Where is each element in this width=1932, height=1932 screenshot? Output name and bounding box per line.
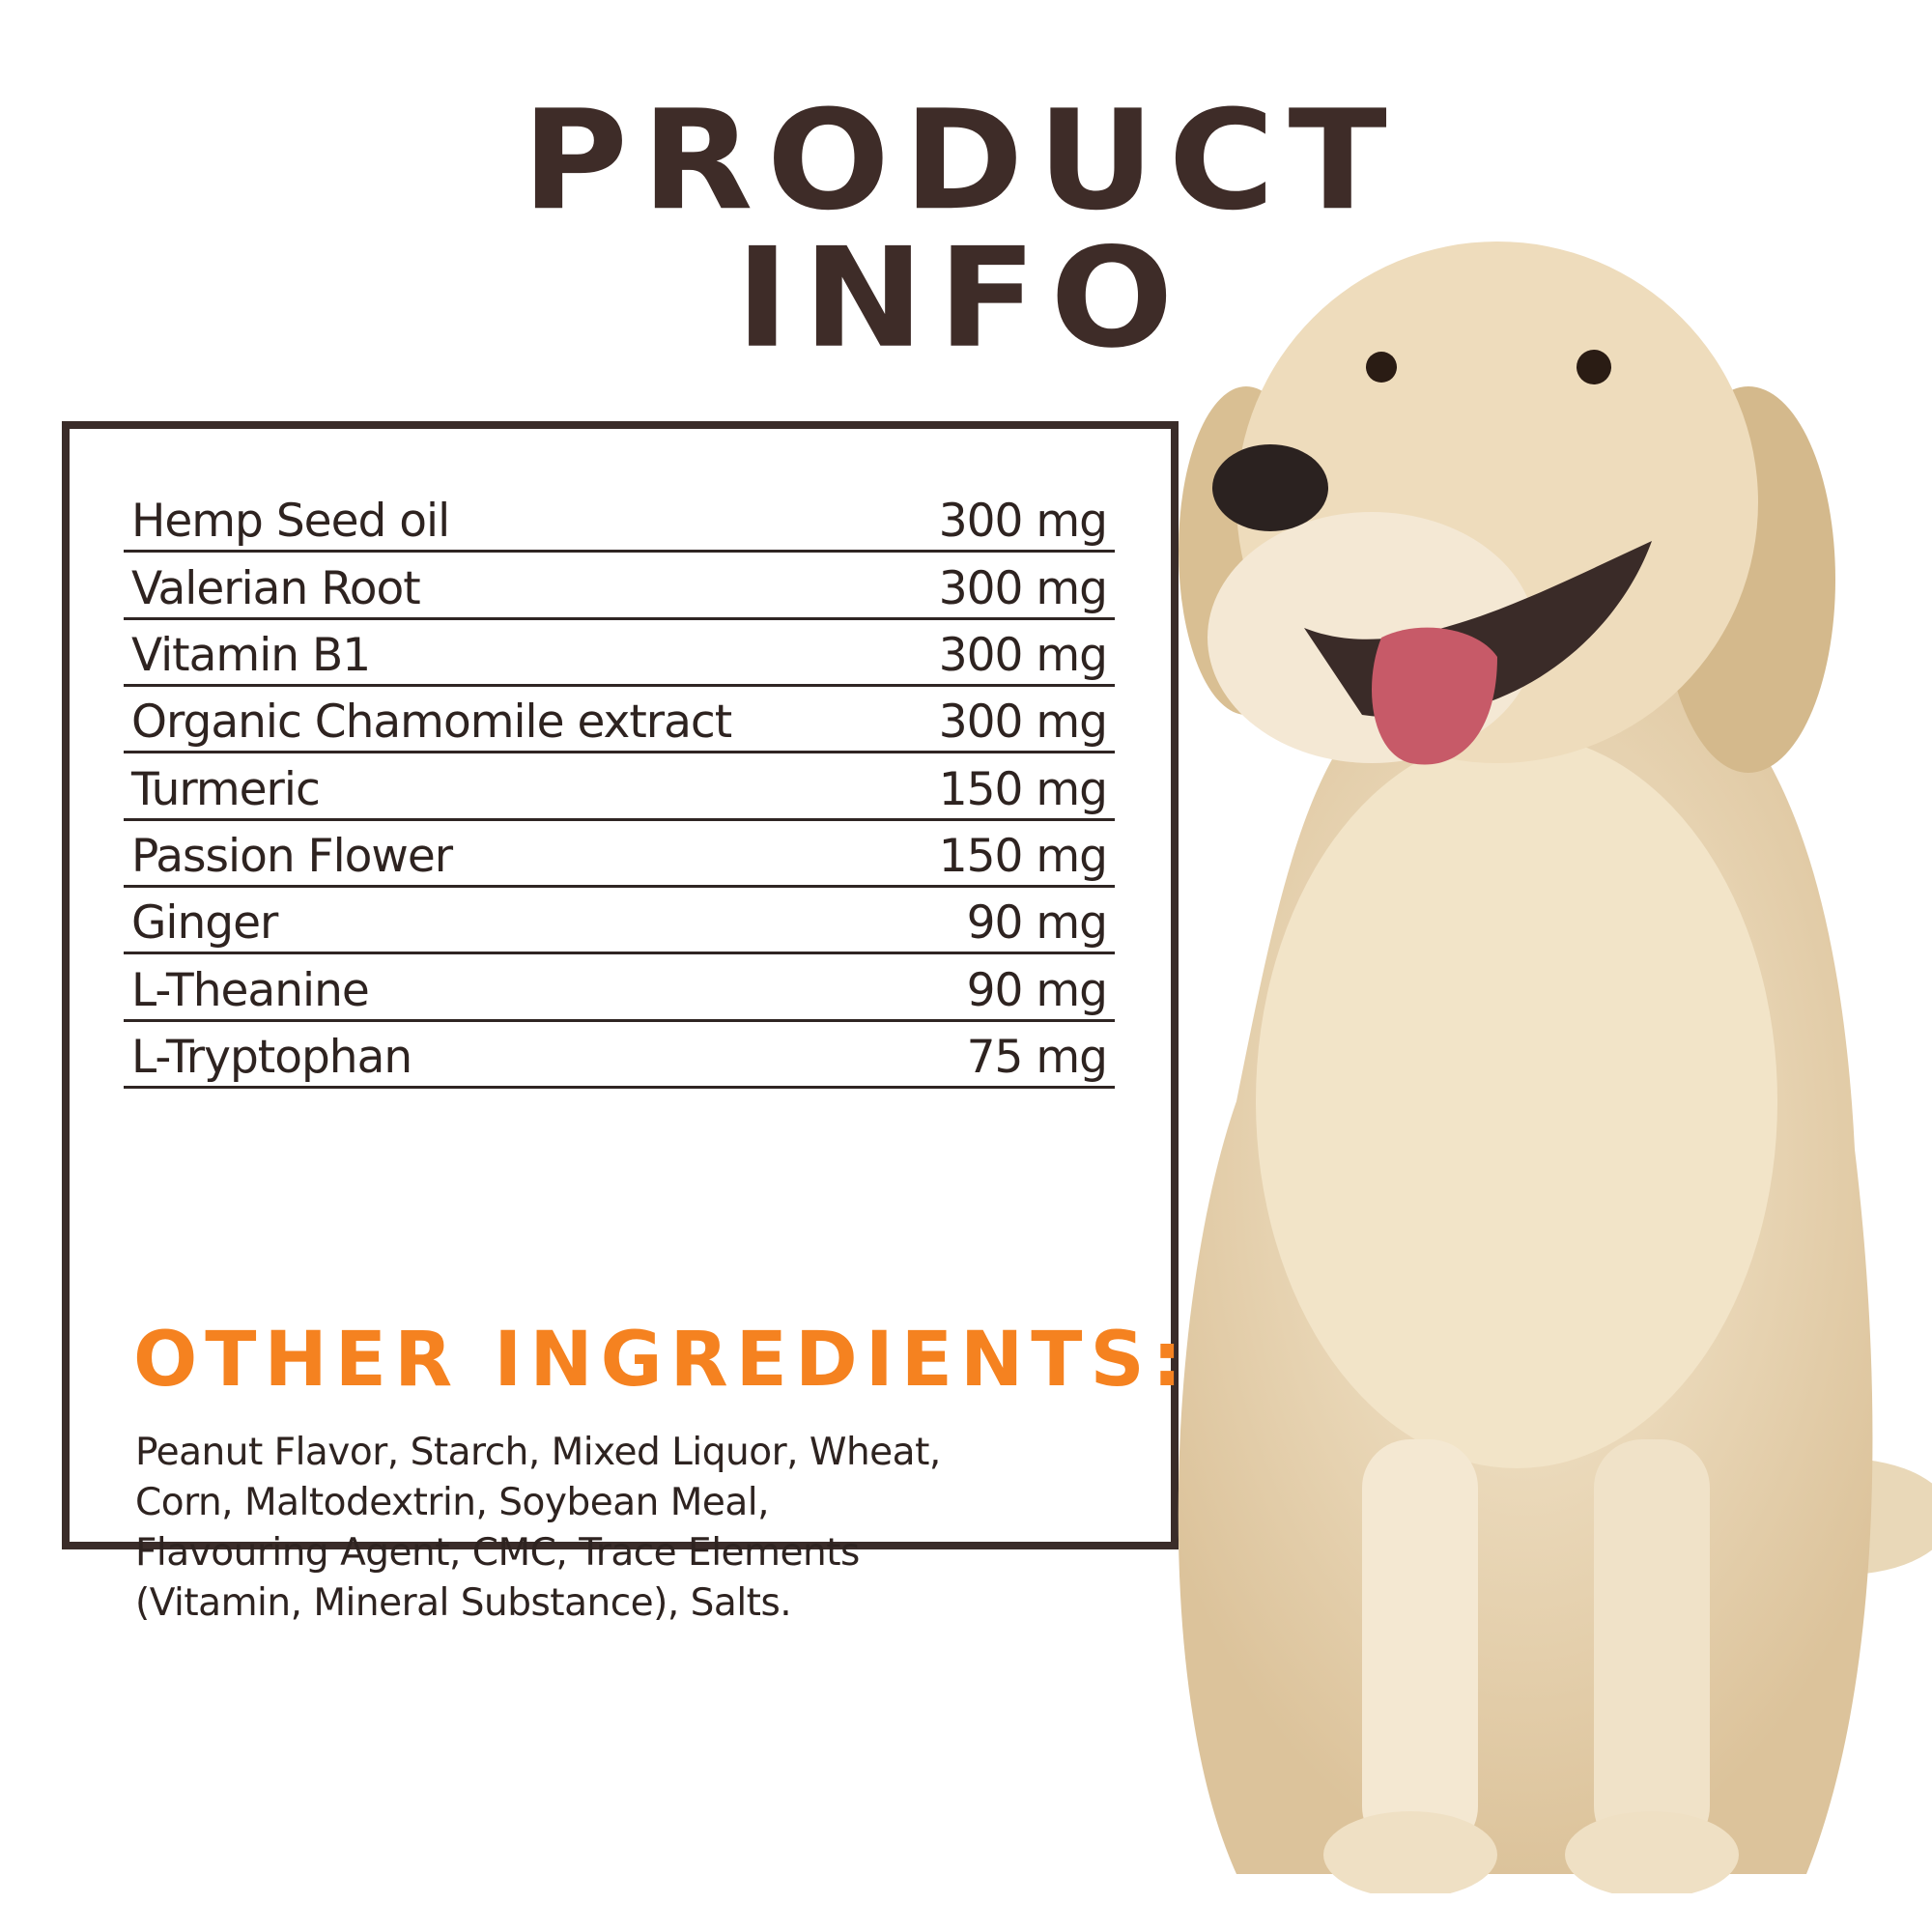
ingredient-name: L-Theanine [131,964,370,1017]
other-line: Flavouring Agent, CMC, Trace Elements [135,1531,860,1575]
other-line: Peanut Flavor, Starch, Mixed Liquor, Whe… [135,1431,941,1474]
other-ingredients-text: Peanut Flavor, Starch, Mixed Liquor, Whe… [135,1428,1005,1629]
dog-eye-left [1366,352,1397,383]
ingredient-row: Ginger 90 mg [124,888,1115,954]
ingredient-name: Passion Flower [131,830,453,883]
ingredient-row: Organic Chamomile extract 300 mg [124,687,1115,753]
page-title: PRODUCT INFO [522,81,1401,379]
dog-eye-right [1577,350,1611,384]
dog-leg-right [1594,1439,1710,1855]
ingredient-amount: 300 mg [938,562,1108,615]
ingredient-row: Passion Flower 150 mg [124,821,1115,888]
dog-chest [1256,734,1777,1468]
ingredient-row: Valerian Root 300 mg [124,554,1115,620]
ingredient-amount: 150 mg [938,763,1108,816]
dog-leg-left [1362,1439,1478,1855]
ingredient-name: Hemp Seed oil [131,495,450,548]
ingredient-name: Ginger [131,896,278,950]
ingredient-row: Vitamin B1 300 mg [124,620,1115,687]
dog-paw-right [1565,1811,1739,1893]
ingredient-amount: 90 mg [966,964,1108,1017]
ingredient-name: Valerian Root [131,562,421,615]
other-line: (Vitamin, Mineral Substance), Salts. [135,1581,792,1625]
ingredient-name: Turmeric [131,763,321,816]
dog-paw-left [1323,1811,1497,1893]
other-ingredients-heading: OTHER INGREDIENTS: [133,1317,1190,1404]
ingredient-row: Turmeric 150 mg [124,754,1115,821]
ingredient-row: Hemp Seed oil 300 mg [124,486,1115,553]
ingredient-amount: 300 mg [938,629,1108,682]
ingredient-name: Organic Chamomile extract [131,696,732,749]
dog-photo [1178,242,1932,1893]
ingredient-row: L-Tryptophan 75 mg [124,1022,1115,1089]
ingredient-amount: 75 mg [966,1031,1108,1084]
ingredient-amount: 150 mg [938,830,1108,883]
ingredient-amount: 300 mg [938,696,1108,749]
dog-tongue [1372,627,1497,765]
ingredient-amount: 90 mg [966,896,1108,950]
dog-nose [1212,444,1328,531]
ingredients-table-frame [62,421,1179,1549]
ingredient-name: L-Tryptophan [131,1031,412,1084]
other-line: Corn, Maltodextrin, Soybean Meal, [135,1481,770,1524]
ingredient-row: L-Theanine 90 mg [124,955,1115,1022]
ingredient-amount: 300 mg [938,495,1108,548]
ingredient-name: Vitamin B1 [131,629,371,682]
